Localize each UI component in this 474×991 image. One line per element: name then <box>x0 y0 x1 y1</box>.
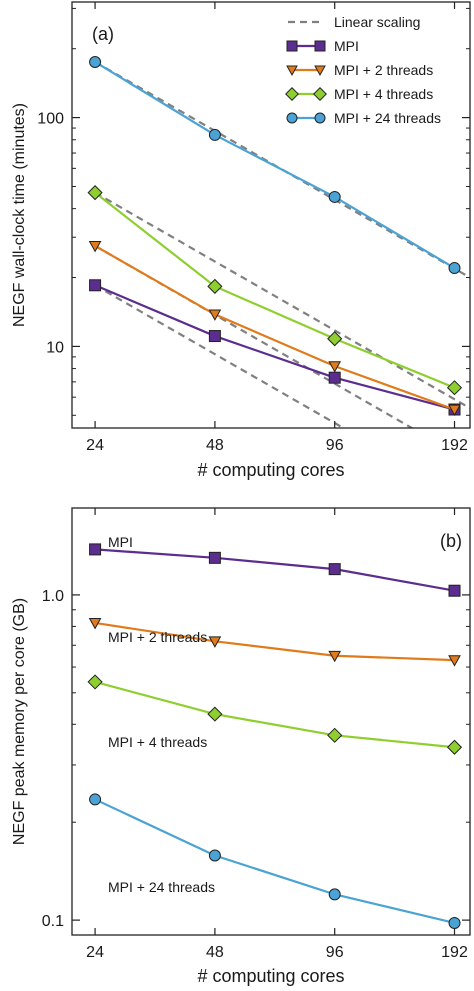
panel-b-series-line-1 <box>94 621 455 662</box>
legend-marker <box>286 65 298 77</box>
series-label: MPI + 4 threads <box>108 734 207 750</box>
panel-b-data-point <box>448 584 461 597</box>
legend-marker <box>286 40 298 52</box>
panel-a-linear-scaling-lines <box>94 61 470 428</box>
panel-b-data-point <box>208 636 222 648</box>
panel-b-data-point <box>328 563 341 576</box>
panel-b-y-axis-label: NEGF peak memory per core (GB) <box>11 598 28 845</box>
panel-a-x-axis-label: # computing cores <box>197 460 344 480</box>
legend-label: MPI + 24 threads <box>334 110 441 126</box>
legend-marker <box>314 65 326 77</box>
x-tick-label: 96 <box>326 944 344 961</box>
panel-b-x-axis-label: # computing cores <box>197 966 344 986</box>
panel-a-axes-frame <box>71 1 471 429</box>
legend-label: MPI + 4 threads <box>334 86 433 102</box>
x-tick-label: 24 <box>86 437 104 454</box>
panel-b-data-point <box>89 793 102 806</box>
panel-b-data-point <box>448 655 461 667</box>
panel-b-data-point <box>88 618 102 630</box>
panel-a-data-point <box>448 262 461 275</box>
x-tick-label: 192 <box>441 437 468 454</box>
x-tick-label: 192 <box>441 944 468 961</box>
y-tick-label: 1.0 <box>42 588 64 605</box>
panel-a-data-point <box>208 330 221 343</box>
x-tick-label: 96 <box>326 437 344 454</box>
series-label: MPI + 24 threads <box>108 879 215 895</box>
panel-b-data-point <box>208 849 221 862</box>
panel-b-series-line-0 <box>95 548 455 592</box>
x-tick-label: 48 <box>206 944 224 961</box>
panel-a-data-point <box>448 404 461 417</box>
x-tick-label: 24 <box>86 944 104 961</box>
panel-a-series-line-3 <box>94 61 456 270</box>
panel-a-series-group <box>87 55 463 417</box>
panel-b-axes-frame <box>71 507 471 936</box>
legend-marker <box>314 112 326 124</box>
panel-a-series-line-0 <box>94 284 455 411</box>
panel-a-data-point <box>446 380 463 396</box>
panel-b-data-point <box>87 674 103 690</box>
panel-a-data-point <box>328 371 341 384</box>
panel-b-series-line-2 <box>94 680 455 749</box>
legend-label: MPI <box>334 38 359 54</box>
panel-a-legend: Linear scaling MPI MPI + 2 threads MPI + 4 … <box>285 14 441 126</box>
panel-a-data-point <box>89 279 102 292</box>
panel-a-series-line-2 <box>94 191 455 389</box>
x-tick-label: 48 <box>206 437 224 454</box>
panel-b-data-point <box>208 551 221 564</box>
y-tick-label: 0.1 <box>42 913 64 930</box>
panel-a-series-line-1 <box>94 244 455 411</box>
panel-a-data-point <box>328 190 341 203</box>
panel-b-series-group <box>87 543 463 929</box>
panel-a-data-point <box>87 185 103 201</box>
legend-marker <box>286 112 298 124</box>
panel-b-label: (b) <box>440 531 462 551</box>
panel-a-data-point <box>208 309 222 321</box>
panel-b-series-labels: MPI MPI + 2 threads MPI + 4 threads MPI + 2… <box>108 534 215 895</box>
series-label: MPI + 2 threads <box>108 629 207 645</box>
panel-b-series-line-3 <box>94 798 455 925</box>
linear-scaling-line <box>94 284 346 428</box>
legend-marker <box>314 40 326 52</box>
panel-b-ticks: 24 48 96 192 0.1 1.0 <box>42 508 470 961</box>
panel-a-data-point <box>89 55 102 68</box>
legend-label-linear-scaling: Linear scaling <box>334 14 420 30</box>
legend-marker <box>285 87 299 101</box>
panel-b-data-point <box>327 727 343 743</box>
legend-label: MPI + 2 threads <box>334 62 433 78</box>
linear-scaling-line <box>94 191 470 410</box>
series-label: MPI <box>108 534 133 550</box>
panel-a-data-point <box>328 361 342 373</box>
panel-b: 24 48 96 192 0.1 1.0 (b) # computing cores NE… <box>11 507 471 986</box>
panel-a-label: (a) <box>92 24 114 44</box>
panel-a-y-axis-label: NEGF wall-clock time (minutes) <box>11 103 28 327</box>
panel-a-data-point <box>207 278 223 294</box>
panel-b-data-point <box>328 888 341 901</box>
y-tick-label: 100 <box>37 111 64 128</box>
y-tick-label: 10 <box>46 339 64 356</box>
panel-a: 24 48 96 192 10 100 (a) # computing cores NEG… <box>11 1 471 480</box>
panel-b-data-point <box>448 916 461 929</box>
panel-b-data-point <box>446 739 463 755</box>
panel-a-data-point <box>327 331 343 347</box>
panel-b-data-point <box>89 543 102 556</box>
panel-b-data-point <box>328 650 342 663</box>
panel-a-ticks: 24 48 96 192 10 100 <box>37 2 470 454</box>
panel-b-data-point <box>207 706 223 722</box>
panel-a-data-point <box>88 240 102 253</box>
panel-a-data-point <box>208 128 221 141</box>
legend-marker <box>313 87 327 101</box>
